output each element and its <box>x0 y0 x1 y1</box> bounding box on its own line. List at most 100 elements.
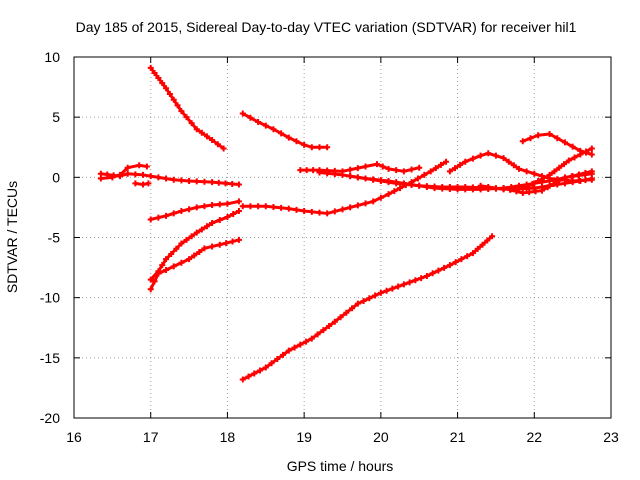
data-point <box>546 171 553 178</box>
data-point <box>155 174 162 181</box>
data-point <box>147 64 154 71</box>
data-point <box>316 169 323 176</box>
data-point <box>446 168 453 175</box>
data-point <box>513 188 520 195</box>
data-point <box>278 130 285 137</box>
data-point <box>527 135 534 142</box>
data-point <box>437 161 444 168</box>
data-point <box>140 171 147 178</box>
x-tick-label: 22 <box>526 429 542 445</box>
data-point <box>132 180 139 187</box>
data-point <box>310 167 317 174</box>
data-point <box>538 187 545 194</box>
data-point <box>389 285 396 292</box>
data-point <box>245 373 252 380</box>
data-point <box>423 183 430 190</box>
data-point <box>519 189 526 196</box>
data-point <box>262 364 269 371</box>
data-point <box>360 297 367 304</box>
data-point <box>214 141 221 148</box>
data-point <box>230 211 237 218</box>
series-arc-10 <box>239 233 496 383</box>
data-point <box>285 205 292 212</box>
data-point <box>209 179 216 186</box>
data-point <box>414 175 421 182</box>
data-point <box>170 210 177 217</box>
data-point <box>505 158 512 165</box>
data-point <box>462 158 469 165</box>
data-point <box>546 131 553 138</box>
data-point <box>301 141 308 148</box>
data-point <box>186 177 193 184</box>
series-arc-2 <box>239 110 331 151</box>
data-point <box>216 217 223 224</box>
data-point <box>532 188 539 195</box>
data-point <box>569 143 576 150</box>
data-point <box>251 370 258 377</box>
data-point <box>303 167 310 174</box>
data-point <box>575 172 582 179</box>
data-point <box>588 145 595 152</box>
data-point <box>526 189 533 196</box>
data-point <box>193 178 200 185</box>
y-tick-label: 5 <box>52 109 60 125</box>
chart-title: Day 185 of 2015, Sidereal Day-to-day VTE… <box>76 19 577 35</box>
data-point <box>354 300 361 307</box>
data-point <box>163 85 170 92</box>
data-point <box>178 177 185 184</box>
data-point <box>406 279 413 286</box>
data-point <box>354 174 361 181</box>
data-point <box>362 200 369 207</box>
data-point <box>285 134 292 141</box>
data-point <box>385 179 392 186</box>
data-point <box>97 175 104 182</box>
data-point <box>582 177 589 184</box>
data-point <box>515 184 522 191</box>
data-point <box>308 144 315 151</box>
data-point <box>377 289 384 296</box>
data-point <box>377 194 384 201</box>
data-point <box>145 180 152 187</box>
tick-layer: 16 17 18 19 20 21 22 23 -20 -15 -10 -5 0 5 10 <box>40 49 619 445</box>
data-point <box>554 135 561 142</box>
data-point <box>454 183 461 190</box>
data-point <box>347 166 354 173</box>
data-point <box>215 179 222 186</box>
data-point <box>270 126 277 133</box>
series-line <box>348 174 594 191</box>
data-point <box>239 203 246 210</box>
data-point <box>372 292 379 299</box>
data-point <box>500 155 507 162</box>
data-point <box>489 233 496 240</box>
data-point <box>297 341 304 348</box>
data-point <box>188 233 195 240</box>
data-point <box>469 184 476 191</box>
data-point <box>469 155 476 162</box>
data-point <box>535 132 542 139</box>
data-point <box>203 223 210 230</box>
data-point <box>222 180 229 187</box>
data-point <box>393 180 400 187</box>
data-point <box>183 236 190 243</box>
data-point <box>349 305 356 312</box>
data-point <box>474 245 481 252</box>
x-tick-label: 17 <box>143 429 159 445</box>
data-point <box>262 203 269 210</box>
data-point <box>201 245 208 252</box>
data-point <box>163 212 170 219</box>
data-point <box>308 208 315 215</box>
data-point <box>540 174 547 181</box>
data-point <box>583 148 590 155</box>
data-point <box>339 171 346 178</box>
data-point <box>140 181 147 188</box>
data-point <box>577 151 584 158</box>
x-tick-label: 18 <box>220 429 236 445</box>
data-point <box>370 198 377 205</box>
data-point <box>278 204 285 211</box>
data-point <box>201 203 208 210</box>
data-point <box>446 262 453 269</box>
data-point <box>178 259 185 266</box>
series-layer <box>97 64 595 383</box>
data-point <box>439 183 446 190</box>
